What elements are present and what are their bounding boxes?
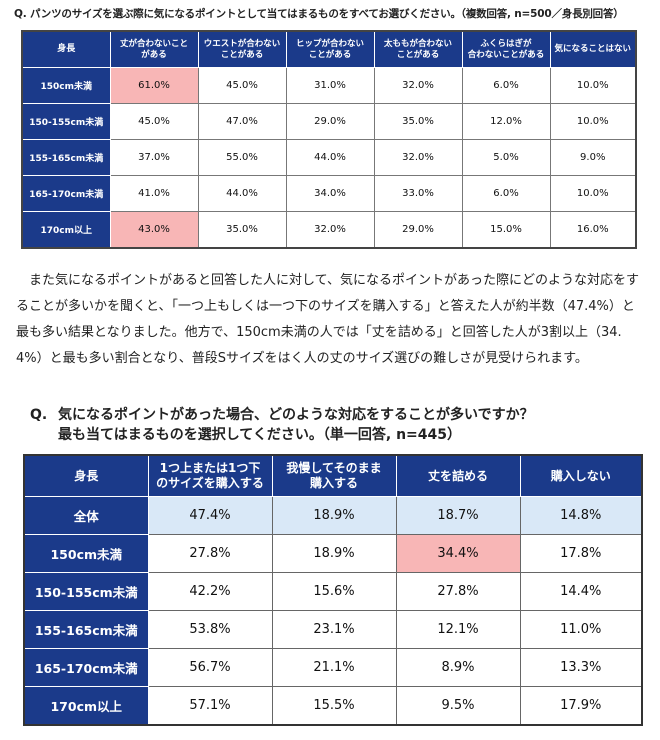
table-cell: 12.1% <box>395 610 521 649</box>
question-2-title: Q. 気になるポイントがあった場合、どのような対応をすることが多いですか？ 最も当… <box>30 405 640 445</box>
header-do-not-buy: 購入しない <box>519 454 643 497</box>
table-row: 150-155cm未満 45.0% 47.0% 29.0% 35.0% 12.0… <box>21 103 637 140</box>
row-label: 165-170cm未満 <box>21 175 111 212</box>
table-row: 150cm未満 61.0% 45.0% 31.0% 32.0% 6.0% 10.… <box>21 67 637 104</box>
table-row: 170cm以上 57.1% 15.5% 9.5% 17.9% <box>23 686 643 726</box>
table-row: 155-165cm未満 53.8% 23.1% 12.1% 11.0% <box>23 610 643 649</box>
table-cell: 9.0% <box>549 139 637 176</box>
row-label: 150cm未満 <box>23 534 149 573</box>
question-mark-label: Q. <box>30 407 48 423</box>
table-cell: 57.1% <box>147 686 273 726</box>
table-cell-highlighted: 61.0% <box>109 67 199 104</box>
header-hip-mismatch: ヒップが合わない ことがある <box>285 30 375 68</box>
table-cell: 31.0% <box>285 67 375 104</box>
table-cell: 8.9% <box>395 648 521 687</box>
table-cell-highlighted: 34.4% <box>395 534 521 573</box>
header-waist-mismatch: ウエストが合わない ことがある <box>197 30 287 68</box>
table-cell: 34.0% <box>285 175 375 212</box>
table-cell: 15.0% <box>461 211 551 249</box>
table-cell: 42.2% <box>147 572 273 611</box>
table-cell: 56.7% <box>147 648 273 687</box>
header-buy-other-size: 1つ上または1つ下 のサイズを購入する <box>147 454 273 497</box>
question-1-title: Q. パンツのサイズを選ぶ際に気になるポイントとして当てはまるものをすべてお選び… <box>14 8 624 20</box>
table-cell: 32.0% <box>373 139 463 176</box>
table-cell: 37.0% <box>109 139 199 176</box>
header-thigh-mismatch: 太ももが合わない ことがある <box>373 30 463 68</box>
row-label: 150-155cm未満 <box>23 572 149 611</box>
table-cell: 32.0% <box>285 211 375 249</box>
table-cell: 15.6% <box>271 572 397 611</box>
table-cell: 27.8% <box>147 534 273 573</box>
table-cell: 10.0% <box>549 175 637 212</box>
table-cell: 44.0% <box>197 175 287 212</box>
table-header-row: 身長 1つ上または1つ下 のサイズを購入する 我慢してそのまま 購入する 丈を詰める… <box>23 454 643 497</box>
table-row: 150-155cm未満 42.2% 15.6% 27.8% 14.4% <box>23 572 643 611</box>
body-paragraph: また気になるポイントがあると回答した人に対して、気になるポイントがあった際にどの… <box>16 273 639 366</box>
header-length-mismatch: 丈が合わないこと がある <box>109 30 199 68</box>
row-label: 170cm以上 <box>21 211 111 249</box>
table-row: 170cm以上 43.0% 35.0% 32.0% 29.0% 15.0% 16… <box>21 211 637 249</box>
table-cell: 33.0% <box>373 175 463 212</box>
table-cell: 18.9% <box>271 534 397 573</box>
table-cell: 47.0% <box>197 103 287 140</box>
table-cell: 6.0% <box>461 67 551 104</box>
table-cell: 32.0% <box>373 67 463 104</box>
table-cell: 44.0% <box>285 139 375 176</box>
row-label: 全体 <box>23 496 149 535</box>
table-cell: 17.9% <box>519 686 643 726</box>
table-cell: 10.0% <box>549 103 637 140</box>
table-cell: 17.8% <box>519 534 643 573</box>
row-label: 170cm以上 <box>23 686 149 726</box>
row-label: 155-165cm未満 <box>21 139 111 176</box>
row-label: 155-165cm未満 <box>23 610 149 649</box>
question-1-table: 身長 丈が合わないこと がある ウエストが合わない ことがある ヒップが合わない こと… <box>21 30 637 249</box>
table-cell: 35.0% <box>373 103 463 140</box>
header-no-concern: 気になることはない <box>549 30 637 68</box>
table-cell: 35.0% <box>197 211 287 249</box>
table-cell: 11.0% <box>519 610 643 649</box>
table-cell: 16.0% <box>549 211 637 249</box>
table-cell: 23.1% <box>271 610 397 649</box>
table-cell: 27.8% <box>395 572 521 611</box>
table-row: 155-165cm未満 37.0% 55.0% 44.0% 32.0% 5.0%… <box>21 139 637 176</box>
table-cell: 9.5% <box>395 686 521 726</box>
header-buy-as-is: 我慢してそのまま 購入する <box>271 454 397 497</box>
table-cell: 21.1% <box>271 648 397 687</box>
header-height: 身長 <box>23 454 149 497</box>
table-cell: 55.0% <box>197 139 287 176</box>
question-2-table: 身長 1つ上または1つ下 のサイズを購入する 我慢してそのまま 購入する 丈を詰める… <box>23 454 643 726</box>
table-cell: 15.5% <box>271 686 397 726</box>
table-cell-highlighted: 43.0% <box>109 211 199 249</box>
table-cell: 5.0% <box>461 139 551 176</box>
header-calf-mismatch: ふくらはぎが 合わないことがある <box>461 30 551 68</box>
table-row: 165-170cm未満 41.0% 44.0% 34.0% 33.0% 6.0%… <box>21 175 637 212</box>
table-cell: 14.4% <box>519 572 643 611</box>
table-cell: 14.8% <box>519 496 643 535</box>
table-cell: 6.0% <box>461 175 551 212</box>
question-2-line-1: 気になるポイントがあった場合、どのような対応をすることが多いですか？ <box>58 407 534 423</box>
row-label: 165-170cm未満 <box>23 648 149 687</box>
header-hem-alteration: 丈を詰める <box>395 454 521 497</box>
header-height: 身長 <box>21 30 111 68</box>
table-header-row: 身長 丈が合わないこと がある ウエストが合わない ことがある ヒップが合わない こと… <box>21 30 637 68</box>
table-row: 165-170cm未満 56.7% 21.1% 8.9% 13.3% <box>23 648 643 687</box>
table-cell: 47.4% <box>147 496 273 535</box>
table-cell: 10.0% <box>549 67 637 104</box>
table-row-total: 全体 47.4% 18.9% 18.7% 14.8% <box>23 496 643 535</box>
question-2-line-2: 最も当てはまるものを選択してください。（単一回答, n=445） <box>58 427 461 443</box>
table-cell: 45.0% <box>109 103 199 140</box>
table-cell: 18.9% <box>271 496 397 535</box>
table-cell: 18.7% <box>395 496 521 535</box>
table-cell: 53.8% <box>147 610 273 649</box>
table-row: 150cm未満 27.8% 18.9% 34.4% 17.8% <box>23 534 643 573</box>
row-label: 150-155cm未満 <box>21 103 111 140</box>
table-cell: 41.0% <box>109 175 199 212</box>
table-cell: 12.0% <box>461 103 551 140</box>
table-cell: 13.3% <box>519 648 643 687</box>
table-cell: 29.0% <box>285 103 375 140</box>
row-label: 150cm未満 <box>21 67 111 104</box>
table-cell: 29.0% <box>373 211 463 249</box>
table-cell: 45.0% <box>197 67 287 104</box>
